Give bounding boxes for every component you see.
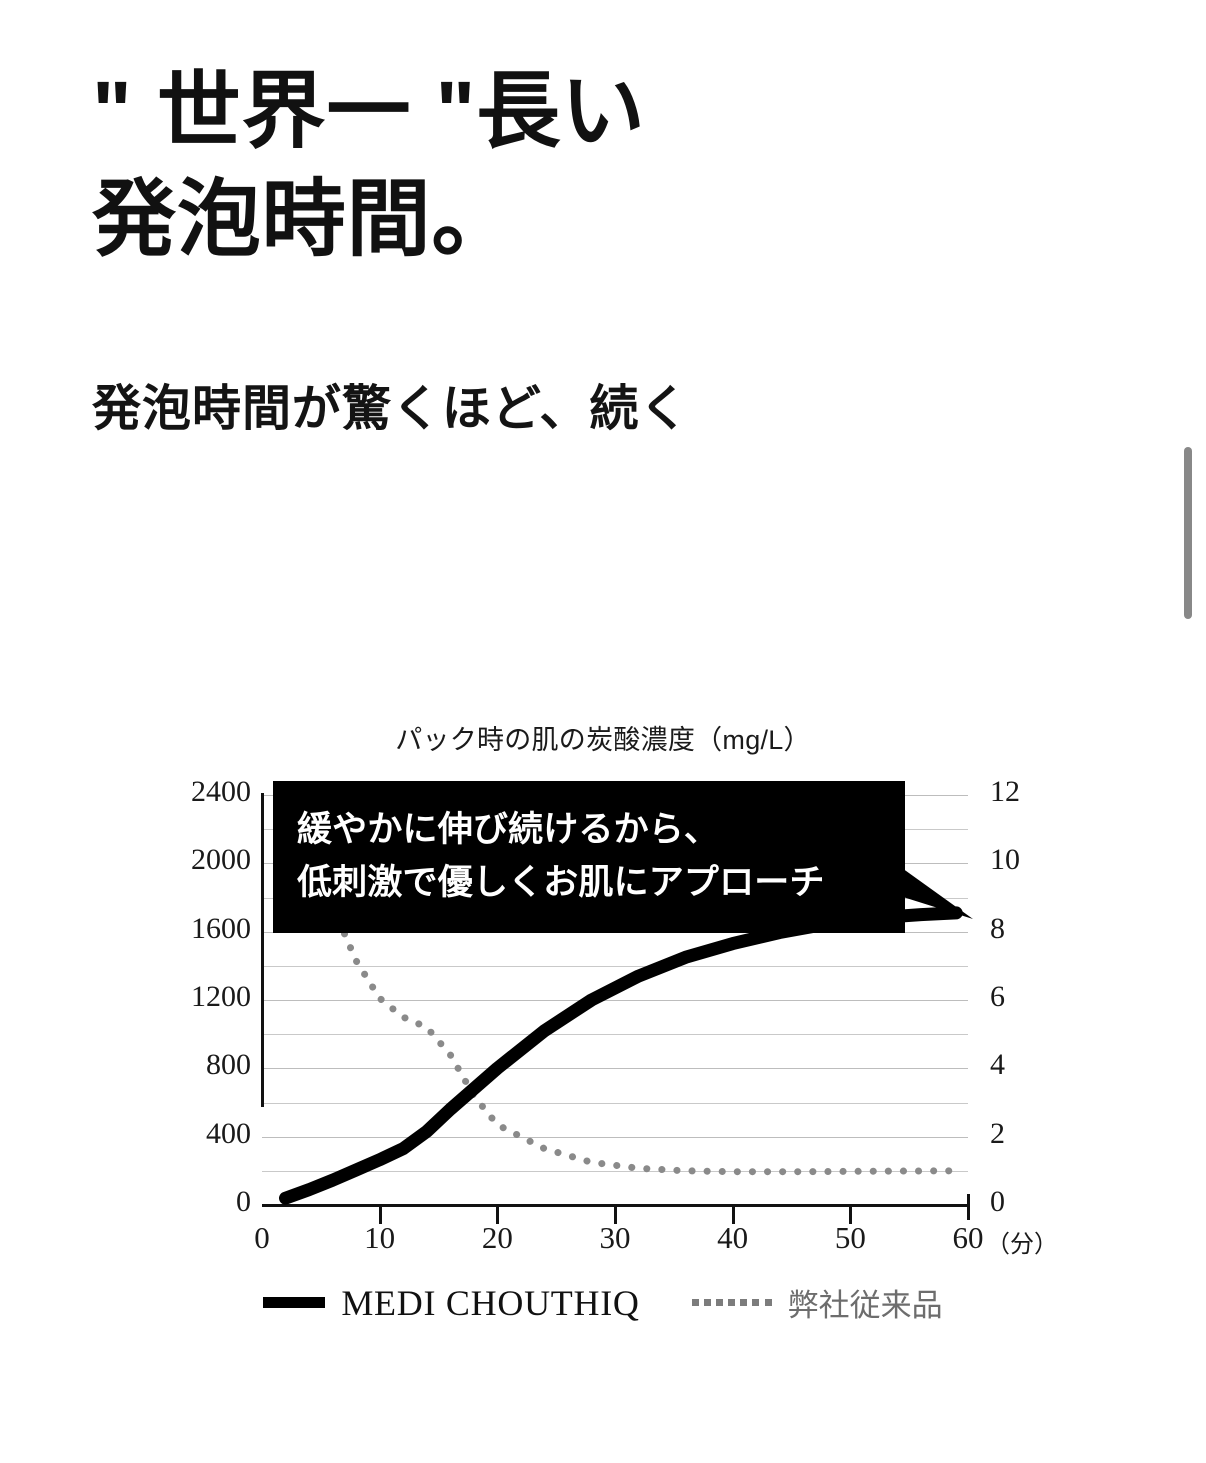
callout-line-1: 緩やかに伸び続けるから、: [297, 810, 720, 849]
x-axis-tick: [731, 1207, 735, 1224]
y-axis-left-tick-label: 800: [206, 1048, 251, 1082]
x-axis-unit-label: （分）: [986, 1231, 1058, 1258]
callout-box: 緩やかに伸び続けるから、 低刺激で優しくお肌にアプローチ: [273, 781, 905, 933]
gridline: [262, 1170, 968, 1172]
y-axis-line: [261, 793, 264, 1107]
y-axis-left-tick-label: 2000: [191, 843, 251, 877]
chart-legend: MEDI CHOUTHIQ 弊社従来品: [0, 1280, 1206, 1325]
y-axis-right-tick-label: 10: [990, 843, 1020, 877]
scrollbar-track[interactable]: [1184, 0, 1200, 1463]
legend-label-primary: MEDI CHOUTHIQ: [341, 1282, 640, 1323]
hero-section: " 世界一 "長い 発泡時間。: [92, 58, 992, 273]
x-axis-tick-label: 10: [364, 1220, 396, 1255]
dotted-line-icon: [691, 1299, 772, 1307]
gridline: [262, 1136, 968, 1138]
x-axis-line: [262, 1204, 970, 1207]
y-axis-right-tick-label: 12: [990, 775, 1020, 808]
x-axis-tick-label: 0: [254, 1220, 270, 1255]
solid-line-icon: [263, 1297, 326, 1308]
callout-tail-pointer: [895, 863, 973, 919]
x-axis-tick: [378, 1207, 382, 1224]
legend-label-secondary: 弊社従来品: [787, 1288, 943, 1323]
y-axis-right-tick-label: 2: [990, 1116, 1005, 1150]
right-axis-end-tick: [967, 1194, 970, 1220]
y-axis-left-tick-label: 2400: [191, 775, 251, 808]
y-axis-right-tick-label: 0: [990, 1185, 1005, 1218]
x-axis-tick: [849, 1207, 853, 1224]
y-axis-right-tick-label: 4: [990, 1048, 1005, 1082]
gridline: [262, 1068, 968, 1070]
series-line-medi-chouthiq: [279, 906, 963, 1205]
y-axis-right-tick-label: 6: [990, 980, 1005, 1013]
gridline: [262, 1102, 968, 1104]
y-axis-left-tick-label: 1600: [191, 911, 251, 945]
y-axis-left-tick-label: 0: [236, 1185, 251, 1218]
legend-item-secondary: 弊社従来品: [691, 1280, 943, 1325]
carbonation-chart: パック時の肌の炭酸濃度（mg/L） 0 400 800 1200 1600 2000 240…: [0, 700, 1206, 1360]
chart-title: パック時の肌の炭酸濃度（mg/L）: [395, 725, 811, 755]
x-axis-tick-label: 50: [834, 1220, 866, 1255]
gridline: [262, 965, 968, 967]
y-axis-right-tick-label: 8: [990, 911, 1005, 945]
x-axis-tick-label: 20: [481, 1220, 513, 1255]
y-axis-left-tick-label: 400: [206, 1116, 251, 1150]
page-subtitle: 発泡時間が驚くほど、続く: [92, 382, 690, 436]
x-axis-tick: [614, 1207, 617, 1224]
callout-line-2: 低刺激で優しくお肌にアプローチ: [297, 863, 825, 903]
y-axis-left-tick-label: 1200: [191, 980, 251, 1013]
series-line-legacy: [329, 902, 960, 1176]
legend-item-primary: MEDI CHOUTHIQ: [263, 1282, 639, 1324]
gridline: [262, 1000, 968, 1001]
gridline: [262, 1034, 968, 1036]
x-axis-tick: [496, 1207, 500, 1224]
page-title: " 世界一 "長い 発泡時間。: [92, 64, 646, 266]
x-axis-tick-label: 30: [599, 1220, 631, 1255]
x-axis-tick-label: 60: [952, 1220, 984, 1255]
x-axis-tick-label: 40: [717, 1220, 749, 1255]
scrollbar-thumb[interactable]: [1184, 447, 1192, 619]
